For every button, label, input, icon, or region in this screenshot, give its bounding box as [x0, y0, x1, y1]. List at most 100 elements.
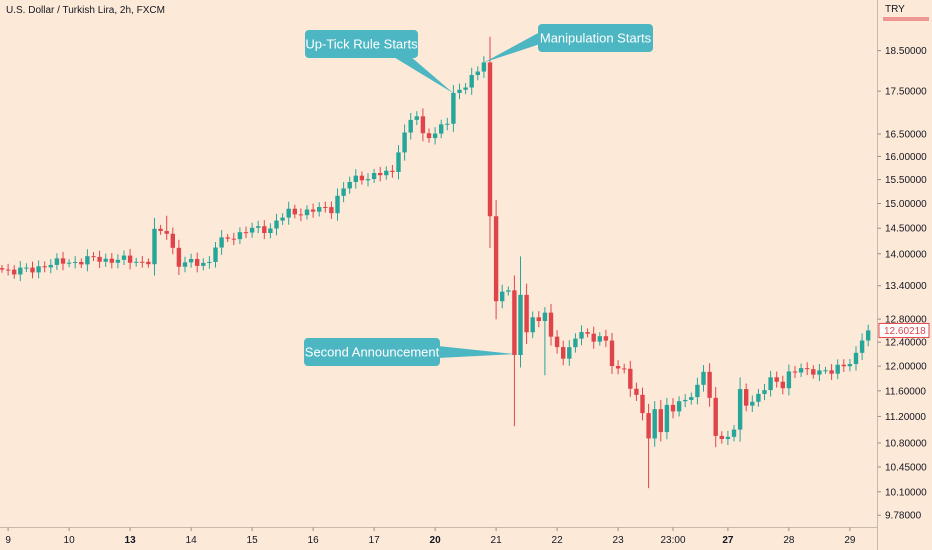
- x-tick-label: 10: [64, 535, 76, 546]
- candle-body: [725, 436, 731, 439]
- candle-body: [866, 330, 871, 341]
- candle-body: [646, 413, 651, 439]
- candle-body: [225, 237, 230, 239]
- candle-body: [548, 312, 554, 337]
- candle-body: [628, 368, 633, 389]
- candle-body: [158, 228, 163, 231]
- candle-body: [658, 409, 663, 433]
- candle-body: [847, 364, 853, 367]
- candle-body: [737, 389, 743, 430]
- candle-body: [140, 261, 145, 263]
- candle-body: [262, 226, 267, 234]
- candle-body: [554, 336, 560, 348]
- x-axis: 9 10 13 14 15 16 17 20 21 22 23 23:00 27 28 29: [0, 527, 878, 546]
- candle-body: [152, 228, 157, 265]
- y-tick-label: 12.00000: [885, 362, 927, 373]
- candle-body: [518, 294, 523, 356]
- x-tick-label: 23: [613, 535, 625, 546]
- candle-body: [695, 384, 700, 398]
- candle-body: [524, 294, 529, 333]
- x-tick-label: 21: [491, 535, 503, 546]
- candle-body: [457, 89, 462, 93]
- candle-body: [402, 132, 407, 153]
- candle-body: [97, 256, 102, 262]
- callout-pointer: [392, 56, 454, 94]
- candle-body: [774, 377, 779, 382]
- x-tick-label: 15: [247, 535, 259, 546]
- candle-body: [30, 267, 35, 273]
- candle-body: [103, 258, 108, 262]
- y-tick-label: 16.50000: [885, 130, 927, 141]
- candle-body: [585, 332, 590, 334]
- candle-body: [207, 261, 212, 263]
- candle-body: [188, 258, 194, 263]
- candle-body: [408, 119, 413, 133]
- candle-body: [317, 207, 322, 212]
- candle-body: [396, 152, 401, 172]
- candle-body: [475, 71, 480, 76]
- callout-box: [304, 338, 440, 366]
- candle-body: [170, 233, 175, 248]
- candle-body: [310, 209, 316, 212]
- candle-body: [286, 208, 291, 218]
- callout-text: Second Announcement: [305, 345, 440, 360]
- y-tick-label: 10.80000: [885, 438, 927, 449]
- candle-body: [615, 366, 621, 369]
- candle-body: [597, 336, 602, 342]
- y-axis: 18.50000 17.50000 16.50000 16.00000 15.50000…: [877, 0, 930, 550]
- y-tick-label: 12.40000: [885, 338, 927, 349]
- candle-body: [719, 435, 724, 439]
- candle-body: [329, 207, 334, 214]
- candle-body: [853, 352, 859, 365]
- candle-body: [432, 133, 438, 139]
- candle-body: [676, 401, 682, 412]
- candle-body: [786, 371, 792, 389]
- candle-body: [640, 394, 645, 414]
- candle-body: [530, 317, 535, 333]
- y-tick-label: 11.20000: [885, 412, 926, 423]
- candle-body: [164, 230, 169, 234]
- candle-body: [512, 290, 517, 356]
- candle-body: [792, 371, 798, 373]
- candle-body: [182, 262, 188, 267]
- candle-body: [359, 175, 365, 181]
- candle-body: [24, 267, 29, 269]
- candle-body: [353, 175, 358, 182]
- x-tick-label: 27: [722, 535, 734, 546]
- y-tick-label: 15.00000: [885, 199, 927, 210]
- callout-box: [538, 24, 653, 52]
- candle-body: [298, 214, 304, 216]
- candle-body: [66, 262, 72, 264]
- candle-body: [579, 332, 584, 339]
- candle-body: [731, 429, 737, 437]
- candle-body: [48, 264, 53, 268]
- candle-body: [146, 261, 151, 265]
- candle-body: [542, 312, 548, 322]
- y-tick-label: 13.40000: [885, 281, 927, 292]
- candle-body: [73, 261, 78, 263]
- annotation-callout: Second Announcement: [304, 338, 515, 366]
- candle-body: [365, 179, 371, 181]
- candle-body: [561, 347, 566, 359]
- candle-body: [237, 232, 243, 240]
- candle-body: [500, 291, 505, 302]
- candle-body: [469, 75, 474, 88]
- candle-body: [701, 371, 706, 385]
- candles: [0, 36, 871, 489]
- candle-body: [195, 258, 200, 266]
- y-tick-label: 16.00000: [885, 152, 927, 163]
- annotations: Up-Tick Rule Starts Manipulation Starts Se…: [304, 24, 653, 366]
- candle-body: [439, 124, 444, 134]
- candle-body: [5, 269, 11, 271]
- candle-body: [780, 381, 785, 389]
- candle-body: [249, 227, 255, 233]
- candle-body: [622, 368, 627, 370]
- candle-body: [689, 397, 694, 400]
- x-tick-label: 16: [308, 535, 320, 546]
- callout-pointer: [483, 32, 540, 63]
- candle-body: [707, 371, 712, 398]
- candle-body: [426, 133, 432, 139]
- last-price-tag: [878, 322, 930, 338]
- candle-body: [243, 232, 249, 234]
